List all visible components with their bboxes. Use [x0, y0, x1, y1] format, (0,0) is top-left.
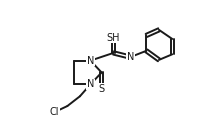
Text: S: S: [98, 84, 105, 94]
Text: N: N: [87, 56, 94, 66]
Text: SH: SH: [107, 33, 120, 43]
Text: N: N: [127, 52, 134, 62]
Text: Cl: Cl: [49, 107, 59, 117]
Text: N: N: [87, 79, 94, 89]
